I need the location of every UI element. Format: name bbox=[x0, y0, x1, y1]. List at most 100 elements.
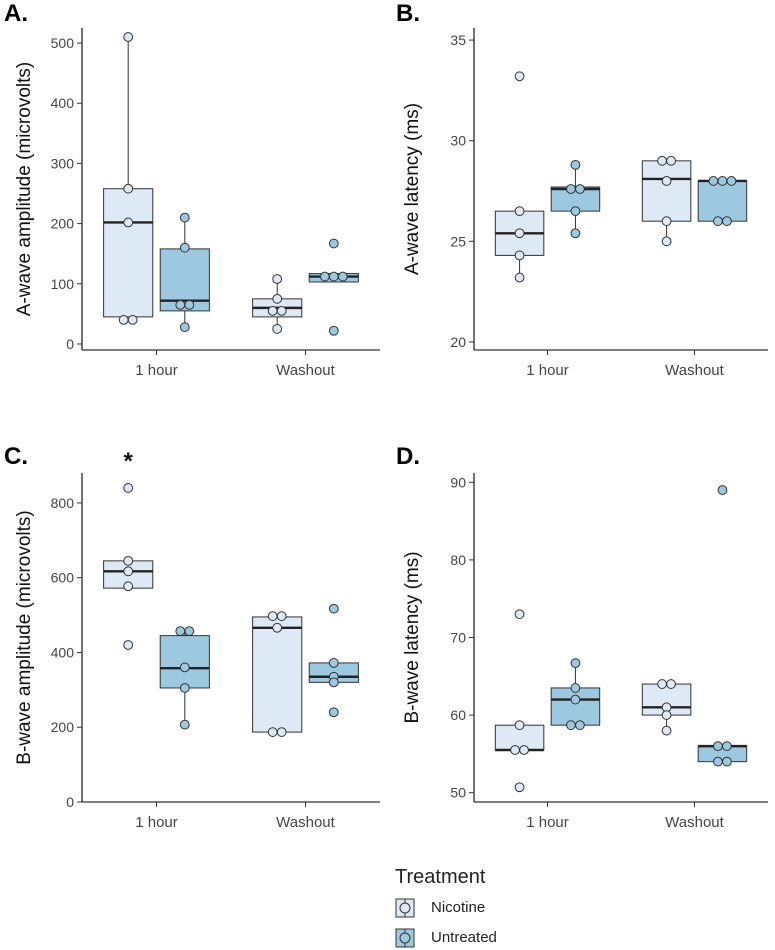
y-tick-label: 60 bbox=[450, 707, 466, 723]
box-1-hour-untreated bbox=[550, 687, 601, 726]
point-1-hour-nicotine bbox=[514, 250, 525, 261]
point-1-hour-untreated bbox=[179, 719, 190, 730]
point-washout-nicotine bbox=[276, 305, 287, 316]
x-tick-label-washout: Washout bbox=[665, 362, 724, 379]
point-washout-untreated bbox=[328, 707, 339, 718]
point-washout-nicotine bbox=[276, 611, 287, 622]
y-axis-title: B-wave latency (ms) bbox=[402, 551, 423, 723]
point-washout-untreated bbox=[717, 485, 728, 495]
point-1-hour-untreated bbox=[570, 228, 581, 239]
point-washout-untreated bbox=[328, 271, 339, 282]
point-washout-nicotine bbox=[272, 274, 283, 284]
y-tick-label: 25 bbox=[450, 233, 466, 249]
y-tick-label: 20 bbox=[450, 334, 466, 350]
point-washout-untreated bbox=[708, 176, 719, 186]
point-1-hour-nicotine bbox=[123, 483, 134, 493]
point-washout-nicotine bbox=[272, 622, 283, 633]
y-tick-label: 600 bbox=[51, 570, 75, 586]
point-1-hour-nicotine bbox=[123, 581, 134, 592]
box-1-hour-nicotine bbox=[103, 188, 154, 318]
point-1-hour-untreated bbox=[175, 299, 186, 310]
point-1-hour-untreated bbox=[179, 683, 190, 693]
point-1-hour-nicotine bbox=[514, 71, 525, 82]
point-washout-nicotine bbox=[661, 725, 672, 736]
point-1-hour-untreated bbox=[566, 184, 576, 194]
point-washout-untreated bbox=[726, 176, 737, 186]
point-washout-untreated bbox=[722, 741, 732, 752]
y-tick-label: 200 bbox=[51, 216, 75, 232]
point-washout-nicotine bbox=[661, 176, 672, 186]
y-tick-label: 0 bbox=[66, 794, 74, 810]
x-tick-label-1-hour: 1 hour bbox=[526, 814, 569, 831]
box-washout-nicotine bbox=[641, 160, 692, 222]
y-tick-label: 70 bbox=[450, 630, 466, 646]
y-tick-label: 400 bbox=[51, 644, 75, 660]
point-washout-untreated bbox=[328, 658, 339, 668]
point-1-hour-nicotine bbox=[127, 315, 138, 325]
point-1-hour-nicotine bbox=[514, 206, 525, 217]
point-1-hour-nicotine bbox=[514, 228, 525, 239]
point-1-hour-nicotine bbox=[510, 745, 520, 755]
point-1-hour-untreated bbox=[570, 658, 581, 669]
legend-title: Treatment bbox=[395, 866, 486, 888]
point-washout-nicotine bbox=[666, 155, 676, 166]
point-1-hour-untreated bbox=[184, 626, 195, 637]
box-1-hour-untreated bbox=[159, 635, 210, 689]
point-1-hour-nicotine bbox=[123, 217, 134, 228]
y-tick-label: 50 bbox=[450, 785, 466, 801]
point-washout-nicotine bbox=[666, 679, 676, 689]
panel-label-c: C. bbox=[4, 443, 28, 470]
y-axis-title: A-wave latency (ms) bbox=[402, 103, 423, 275]
point-1-hour-nicotine bbox=[514, 782, 525, 793]
point-washout-untreated bbox=[713, 741, 723, 752]
point-1-hour-untreated bbox=[570, 159, 581, 170]
legend-key-nicotine-icon bbox=[395, 898, 415, 918]
point-1-hour-untreated bbox=[179, 662, 190, 673]
legend-label-untreated: Untreated bbox=[431, 929, 497, 946]
panel-label-d: D. bbox=[396, 443, 420, 470]
point-1-hour-nicotine bbox=[514, 272, 525, 283]
x-tick-label-1-hour: 1 hour bbox=[526, 362, 569, 379]
chart-b-wave-amplitude: 0 200 400 600 800 B-wave amplitude (microvolt… bbox=[14, 448, 380, 831]
chart-a-wave-latency: 20 25 30 35 A-wave latency (ms) 1 hour Washout bbox=[402, 28, 768, 379]
y-tick-label: 800 bbox=[51, 495, 75, 511]
point-washout-untreated bbox=[319, 271, 330, 282]
point-1-hour-untreated bbox=[570, 206, 581, 217]
y-tick-label: 200 bbox=[51, 719, 75, 735]
point-1-hour-untreated bbox=[570, 683, 581, 693]
y-axis-title: B-wave amplitude (microvolts) bbox=[14, 510, 35, 764]
y-tick-label: 500 bbox=[51, 35, 75, 51]
point-washout-untreated bbox=[328, 677, 339, 688]
point-washout-untreated bbox=[722, 216, 732, 227]
box-washout-untreated bbox=[697, 180, 748, 222]
point-washout-nicotine bbox=[272, 293, 283, 304]
point-washout-nicotine bbox=[661, 710, 672, 720]
y-tick-label: 400 bbox=[51, 95, 75, 111]
y-tick-label: 30 bbox=[450, 133, 466, 149]
point-1-hour-untreated bbox=[575, 720, 585, 731]
point-1-hour-nicotine bbox=[118, 315, 129, 325]
point-1-hour-untreated bbox=[179, 242, 190, 253]
point-1-hour-untreated bbox=[179, 322, 190, 333]
point-washout-nicotine bbox=[267, 305, 278, 316]
point-washout-nicotine bbox=[272, 324, 283, 334]
point-washout-untreated bbox=[328, 238, 339, 249]
legend-label-nicotine: Nicotine bbox=[431, 899, 486, 916]
point-1-hour-nicotine bbox=[123, 555, 134, 566]
legend-item-nicotine: Nicotine bbox=[395, 898, 575, 920]
box-washout-untreated bbox=[697, 745, 748, 763]
point-1-hour-untreated bbox=[184, 299, 195, 310]
point-1-hour-nicotine bbox=[123, 566, 134, 577]
y-axis-title: A-wave amplitude (microvolts) bbox=[14, 62, 35, 316]
point-washout-untreated bbox=[713, 216, 723, 227]
y-tick-label: 0 bbox=[66, 336, 74, 352]
point-1-hour-untreated bbox=[175, 626, 186, 637]
panel-label-a: A. bbox=[4, 0, 28, 27]
panel-label-b: B. bbox=[396, 0, 420, 27]
point-washout-nicotine bbox=[267, 727, 278, 737]
point-1-hour-untreated bbox=[575, 184, 585, 194]
point-washout-untreated bbox=[713, 756, 723, 767]
point-washout-untreated bbox=[328, 325, 339, 336]
point-1-hour-nicotine bbox=[519, 745, 529, 755]
